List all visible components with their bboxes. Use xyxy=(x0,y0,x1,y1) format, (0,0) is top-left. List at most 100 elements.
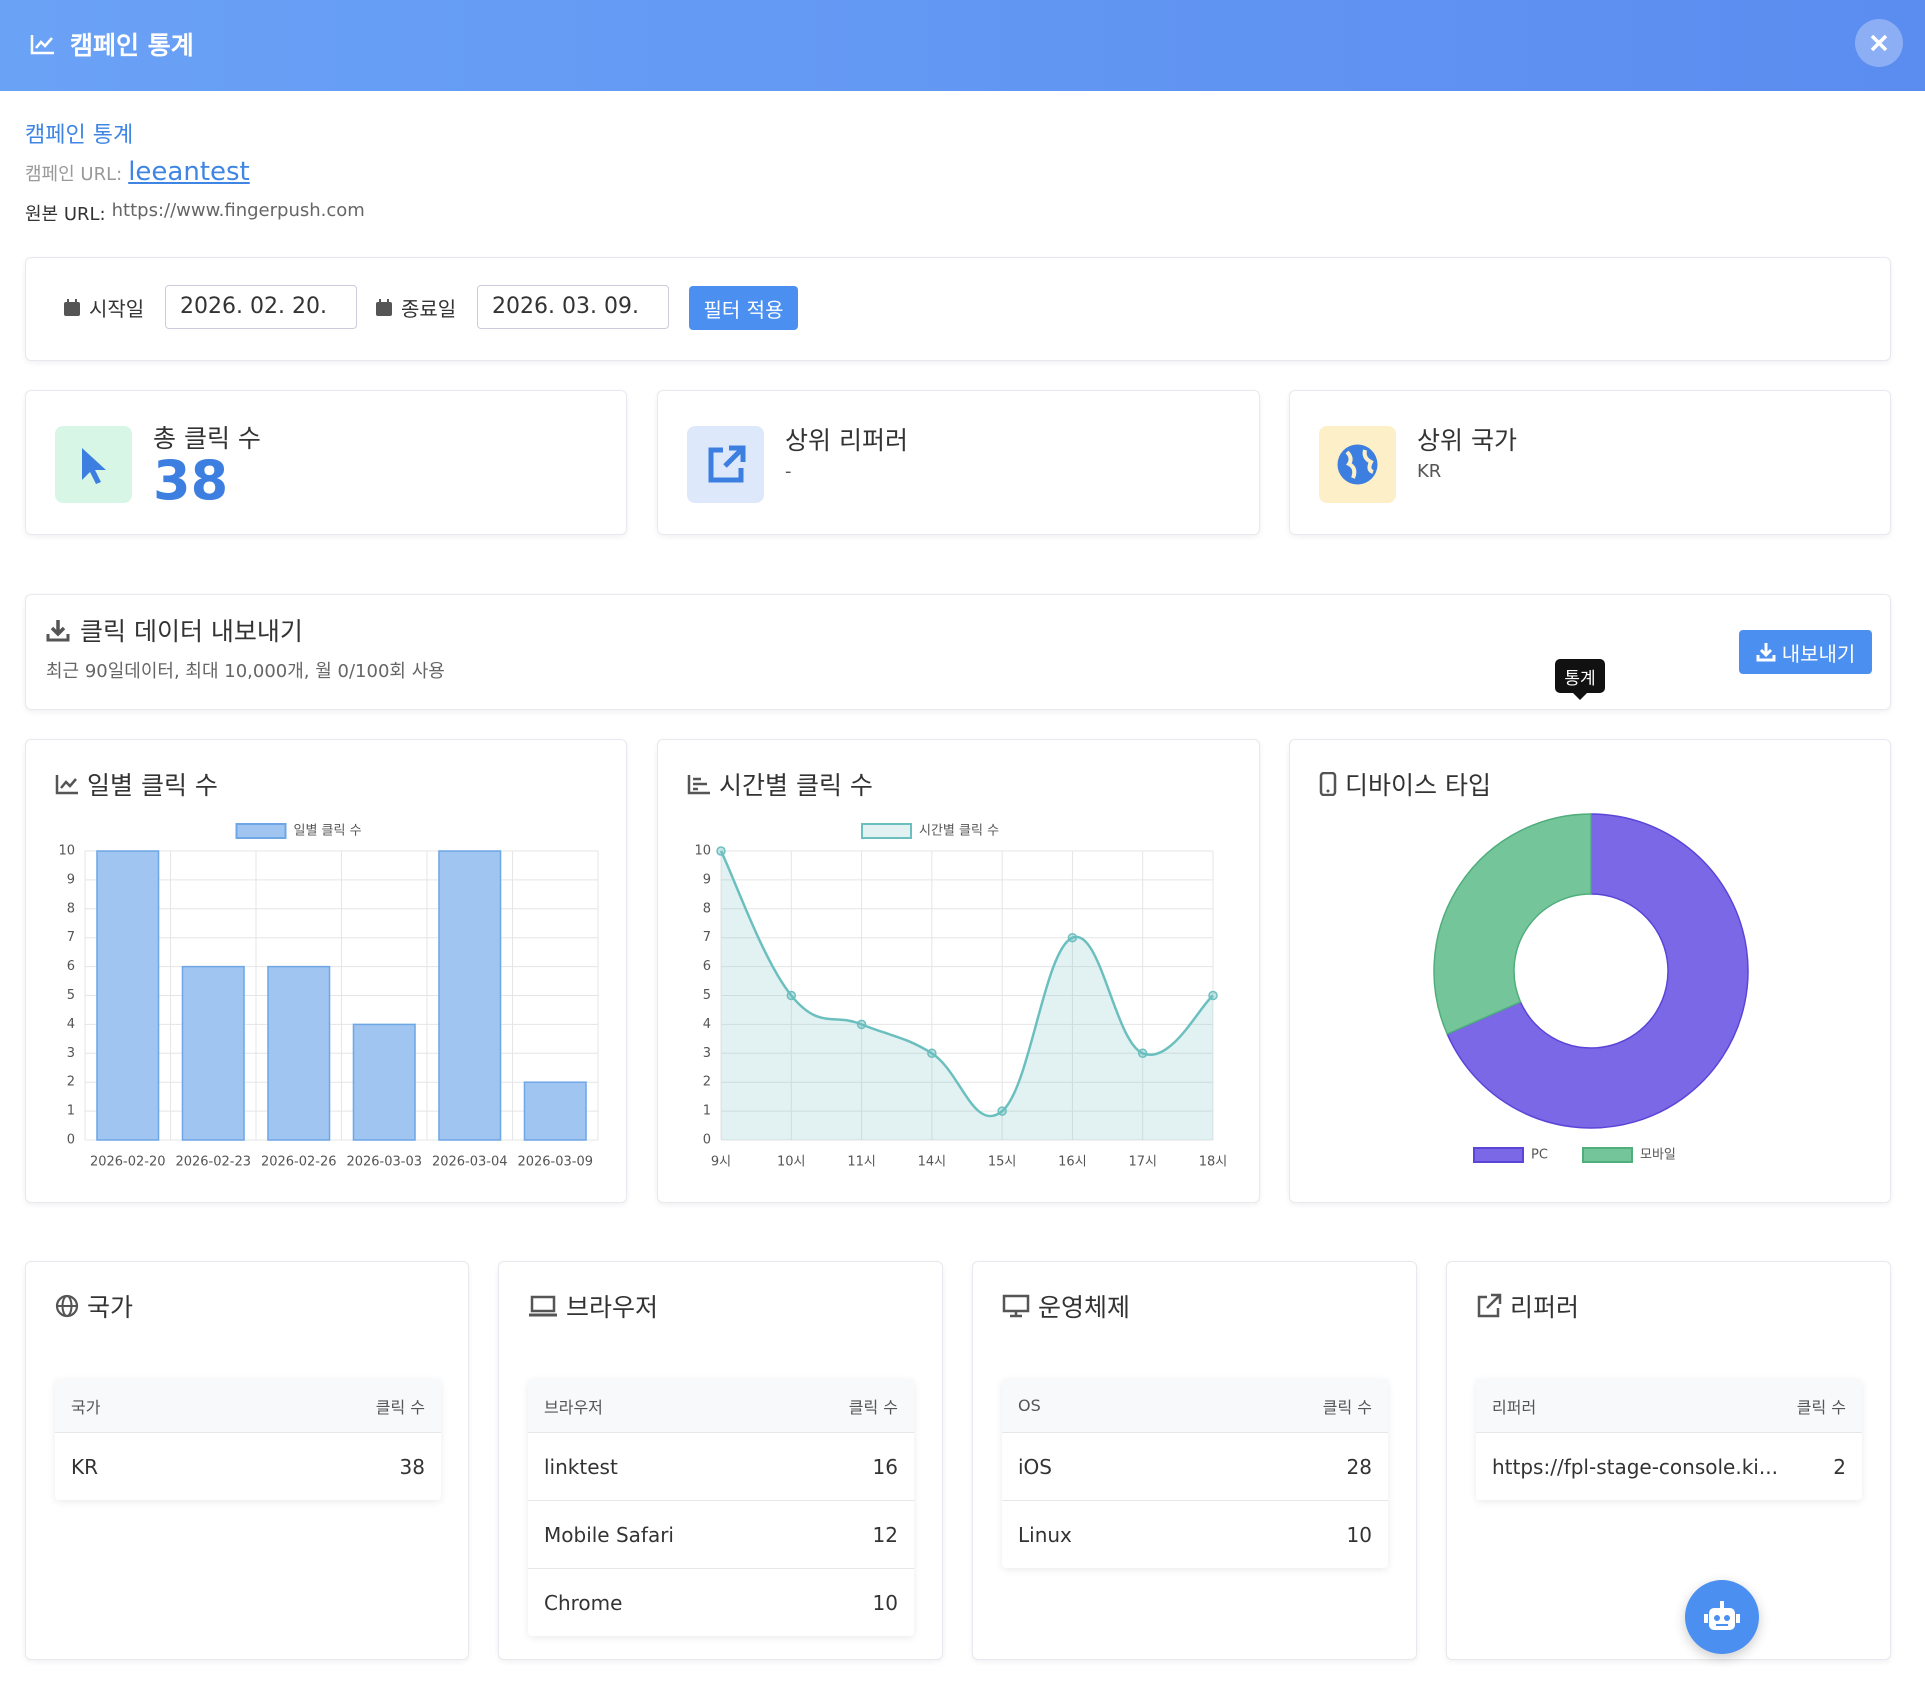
legend-label: 모바일 xyxy=(1640,1148,1676,1163)
x-tick-label: 14시 xyxy=(918,1155,947,1170)
y-tick-label: 8 xyxy=(703,901,711,916)
x-tick-label: 2026-03-04 xyxy=(432,1155,508,1170)
legend-swatch xyxy=(861,823,912,839)
row-label: iOS xyxy=(1018,1454,1052,1479)
info-heading: 캠페인 통계 xyxy=(25,123,134,148)
x-tick-label: 17시 xyxy=(1128,1155,1157,1170)
column-header: 리퍼러 xyxy=(1492,1397,1537,1417)
chart: PC 모바일 xyxy=(1433,813,1749,1163)
y-tick-label: 1 xyxy=(703,1104,711,1119)
export-description: 최근 90일데이터, 최대 10,000개, 월 0/100회 사용 xyxy=(46,661,445,682)
legend-swatch xyxy=(1473,1147,1524,1163)
close-icon xyxy=(1870,34,1888,52)
y-tick-label: 4 xyxy=(67,1017,75,1032)
column-header: 클릭 수 xyxy=(1796,1397,1846,1417)
column-header: 클릭 수 xyxy=(848,1397,898,1417)
legend-swatch xyxy=(235,823,287,839)
export-button[interactable]: 내보내기 xyxy=(1739,630,1872,674)
row-label: KR xyxy=(71,1454,99,1479)
campaign-url-row: 캠페인 URL: leeantest xyxy=(25,157,250,187)
chart-icon xyxy=(55,775,78,795)
start-label: 시작일 xyxy=(89,297,145,321)
y-tick-label: 6 xyxy=(703,959,711,974)
row-label: Chrome xyxy=(544,1590,623,1615)
end-label-wrap: 종료일 xyxy=(375,293,456,322)
bars-icon xyxy=(687,775,710,795)
y-tick-label: 9 xyxy=(67,872,75,887)
row-label: Mobile Safari xyxy=(544,1522,674,1547)
export-button-label: 내보내기 xyxy=(1781,641,1856,666)
download-icon xyxy=(46,620,70,642)
campaign-url-label: 캠페인 URL: xyxy=(25,164,123,185)
globe-icon xyxy=(55,1294,79,1318)
column-header: 클릭 수 xyxy=(1322,1397,1372,1417)
y-tick-label: 5 xyxy=(67,988,75,1003)
x-tick-label: 9시 xyxy=(711,1155,731,1170)
y-tick-label: 6 xyxy=(67,959,75,974)
table-title: 국가 xyxy=(87,1293,134,1322)
donut-slice xyxy=(1446,813,1749,1129)
table: 브라우저 클릭 수 linktest 16 Mobile Safari 12 Chrome 1… xyxy=(528,1379,914,1636)
stat-value: - xyxy=(785,461,792,482)
chart: 일별 클릭 수 0 1 2 3 4 5 6 7 8 9 10 2026-02-20 2026-02-23 2… xyxy=(58,823,599,1170)
chart-card: 시간별 클릭 수 시간별 클릭 수 0 1 2 3 4 5 6 7 8 9 10 9시 10시 11시 14시… xyxy=(657,739,1260,1203)
y-tick-label: 1 xyxy=(67,1104,75,1119)
point xyxy=(786,990,797,1001)
filter-button-label: 필터 적용 xyxy=(703,297,784,322)
chart: 시간별 클릭 수 0 1 2 3 4 5 6 7 8 9 10 9시 10시 11시 14시 15시 16시 17시… xyxy=(694,823,1227,1170)
row-label: linktest xyxy=(544,1454,618,1479)
x-tick-label: 2026-03-03 xyxy=(346,1155,422,1170)
external-icon xyxy=(1477,1293,1502,1318)
table-card: 브라우저 브라우저 클릭 수 linktest 16 Mobile Safari 12 Ch… xyxy=(498,1261,943,1660)
campaign-url-link[interactable]: leeantest xyxy=(128,157,250,187)
chart-title-wrap: 일별 클릭 수 xyxy=(55,766,218,802)
table-title: 리퍼러 xyxy=(1510,1293,1580,1322)
desktop-icon xyxy=(1002,1294,1030,1318)
header: 캠페인 통계 xyxy=(0,0,1925,91)
column-header: 클릭 수 xyxy=(375,1397,425,1417)
table-header: OS 클릭 수 xyxy=(1002,1379,1388,1432)
cursor-icon xyxy=(82,448,106,484)
table-card: 국가 국가 클릭 수 KR 38 xyxy=(25,1261,469,1660)
stat-icon xyxy=(1319,426,1396,503)
origin-url: https://www.fingerpush.com xyxy=(111,200,365,221)
bot-button[interactable] xyxy=(1685,1580,1759,1654)
origin-url-label: 원본 URL: xyxy=(25,204,106,225)
table-title-wrap: 운영체제 xyxy=(1002,1288,1130,1324)
row-label: Linux xyxy=(1018,1522,1072,1547)
point xyxy=(997,1106,1007,1116)
click-count: 12 xyxy=(872,1522,898,1547)
table-card: 운영체제 OS 클릭 수 iOS 28 Linux 10 xyxy=(972,1261,1417,1660)
y-tick-label: 2 xyxy=(67,1075,75,1090)
click-count: 2 xyxy=(1833,1454,1846,1479)
table: 국가 클릭 수 KR 38 xyxy=(55,1379,441,1500)
click-count: 10 xyxy=(872,1590,898,1615)
export-title-wrap: 클릭 데이터 내보내기 xyxy=(46,612,303,648)
table-card: 리퍼러 리퍼러 클릭 수 https://fpl-stage-console.ki.… xyxy=(1446,1261,1891,1660)
chart-card: 디바이스 타입 PC 모바일 xyxy=(1289,739,1891,1203)
point xyxy=(1208,990,1218,1001)
x-tick-label: 11시 xyxy=(847,1155,876,1170)
y-tick-label: 3 xyxy=(703,1046,711,1061)
click-count: 16 xyxy=(872,1454,898,1479)
legend-label: 시간별 클릭 수 xyxy=(919,824,999,839)
y-tick-label: 7 xyxy=(67,930,75,945)
x-tick-label: 2026-02-23 xyxy=(175,1155,251,1170)
table-row: https://fpl-stage-console.ki... 2 xyxy=(1476,1432,1862,1500)
chart-icon xyxy=(30,35,54,55)
y-tick-label: 7 xyxy=(703,930,711,945)
table: OS 클릭 수 iOS 28 Linux 10 xyxy=(1002,1379,1388,1568)
close-button[interactable] xyxy=(1855,19,1903,67)
y-tick-label: 3 xyxy=(67,1046,75,1061)
point xyxy=(716,846,726,856)
robot-icon xyxy=(1704,1601,1740,1630)
globe-icon xyxy=(1337,444,1378,485)
start-date-input[interactable]: 2026. 02. 20. xyxy=(165,285,357,329)
table-row: linktest 16 xyxy=(528,1432,914,1500)
calendar-icon xyxy=(376,298,392,316)
end-date-input[interactable]: 2026. 03. 09. xyxy=(477,285,669,329)
filter-button[interactable]: 필터 적용 xyxy=(689,286,798,330)
end-label: 종료일 xyxy=(401,297,457,321)
chart-title-wrap: 시간별 클릭 수 xyxy=(687,766,873,802)
